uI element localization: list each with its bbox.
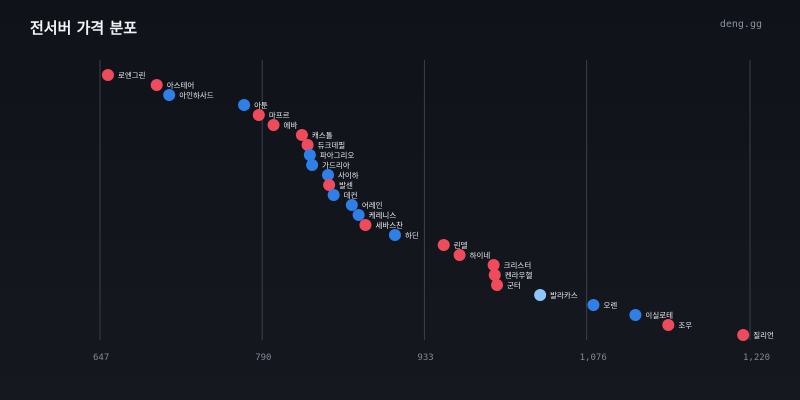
point-marker[interactable] (453, 249, 466, 261)
data-point[interactable]: 아스테어 (150, 79, 195, 91)
point-label: 가드리아 (322, 160, 350, 170)
point-label: 아스테어 (167, 80, 195, 90)
data-point[interactable]: 세바스찬 (359, 219, 403, 231)
data-point[interactable]: 오렌 (587, 299, 617, 311)
data-point[interactable]: 하딘 (388, 229, 419, 241)
point-label: 발센 (339, 180, 353, 190)
point-label: 이실로테 (645, 310, 673, 320)
point-marker[interactable] (737, 329, 750, 341)
point-label: 마프르 (269, 111, 290, 120)
point-label: 오렌 (603, 300, 617, 310)
data-point[interactable]: 크리스터 (487, 259, 532, 271)
data-point[interactable]: 군터 (491, 279, 521, 291)
point-marker[interactable] (267, 119, 280, 131)
point-marker[interactable] (491, 279, 504, 291)
point-label: 어레인 (362, 200, 383, 210)
point-label: 크리스터 (504, 261, 532, 270)
data-point[interactable]: 듀크데필 (301, 139, 346, 151)
point-label: 발라카스 (550, 291, 578, 300)
brand-label: deng.gg (719, 19, 762, 30)
data-point[interactable]: 데컨 (327, 189, 358, 201)
point-marker[interactable] (163, 89, 176, 101)
point-label: 캐스톨 (312, 131, 333, 140)
point-marker[interactable] (238, 99, 251, 111)
data-point[interactable]: 어레인 (345, 199, 383, 211)
point-label: 린델 (454, 240, 468, 250)
point-marker[interactable] (359, 219, 372, 231)
point-label: 아인하사드 (179, 90, 214, 100)
x-tick-label: 1,220 (743, 353, 770, 363)
x-tick-label: 1,076 (580, 353, 607, 363)
point-marker[interactable] (388, 229, 401, 241)
data-point[interactable]: 아툰 (238, 99, 268, 111)
x-tick-label: 933 (417, 353, 433, 363)
point-marker[interactable] (323, 179, 336, 191)
data-point[interactable]: 가드리아 (306, 159, 350, 171)
point-label: 듀크데필 (318, 140, 346, 150)
point-marker[interactable] (352, 209, 365, 221)
point-marker[interactable] (487, 259, 500, 271)
data-point[interactable]: 하이네 (453, 249, 491, 261)
data-point[interactable]: 사이하 (322, 169, 359, 181)
point-label: 세바스찬 (375, 220, 403, 230)
data-point[interactable]: 발센 (323, 179, 353, 191)
point-marker[interactable] (345, 199, 358, 211)
point-marker[interactable] (327, 189, 340, 201)
point-label: 로엔그린 (118, 70, 146, 80)
point-label: 데컨 (344, 190, 358, 200)
data-point[interactable]: 마프르 (252, 109, 290, 121)
point-label: 에바 (284, 120, 298, 130)
point-marker[interactable] (301, 139, 314, 151)
page-title: 전서버 가격 분포 (30, 19, 138, 37)
point-marker[interactable] (150, 79, 163, 91)
point-label: 조우 (678, 321, 692, 330)
data-point[interactable]: 발라카스 (534, 289, 578, 301)
data-point[interactable]: 조우 (662, 319, 692, 331)
point-marker[interactable] (295, 129, 308, 141)
point-marker[interactable] (306, 159, 319, 171)
points-layer: 로엔그린아스테어아인하사드아툰마프르에바캐스톨듀크데필파아그리오가드리아사이하발… (101, 69, 774, 341)
point-label: 켄라우헬 (505, 270, 533, 280)
grid-layer (99, 60, 751, 340)
point-label: 하이네 (470, 250, 491, 260)
data-point[interactable]: 질리언 (737, 329, 774, 341)
data-point[interactable]: 캐스톨 (295, 129, 333, 141)
data-point[interactable]: 로엔그린 (101, 69, 146, 81)
data-point[interactable]: 아인하사드 (163, 89, 214, 101)
point-marker[interactable] (629, 309, 642, 321)
x-tick-label: 647 (93, 353, 109, 363)
point-label: 아툰 (254, 100, 268, 110)
point-label: 하딘 (405, 230, 419, 240)
point-marker[interactable] (437, 239, 450, 251)
point-marker[interactable] (488, 269, 501, 281)
x-axis: 647 790 933 1,076 1,220 (93, 353, 770, 363)
point-marker[interactable] (662, 319, 675, 331)
point-marker[interactable] (101, 69, 114, 81)
point-label: 군터 (507, 281, 521, 290)
point-marker[interactable] (322, 169, 335, 181)
point-marker[interactable] (303, 149, 316, 161)
data-point[interactable]: 이실로테 (629, 309, 673, 321)
data-point[interactable]: 에바 (267, 119, 298, 131)
data-point[interactable]: 켄라우헬 (488, 269, 533, 281)
point-marker[interactable] (252, 109, 265, 121)
point-label: 질리언 (753, 330, 774, 340)
point-marker[interactable] (587, 299, 600, 311)
x-tick-label: 790 (255, 353, 271, 363)
point-label: 케레니스 (369, 211, 397, 220)
data-point[interactable]: 린델 (437, 239, 468, 251)
point-label: 사이하 (338, 170, 359, 180)
data-point[interactable]: 케레니스 (352, 209, 397, 221)
point-marker[interactable] (534, 289, 547, 301)
data-point[interactable]: 파아그리오 (303, 149, 355, 161)
point-label: 파아그리오 (320, 150, 355, 160)
